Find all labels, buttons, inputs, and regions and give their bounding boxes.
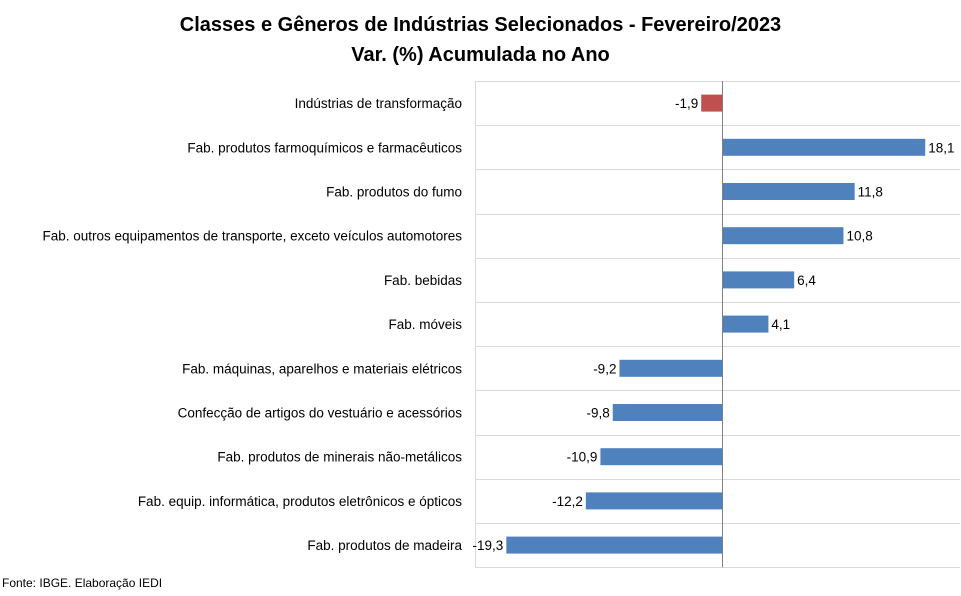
value-label: -9,2 bbox=[593, 361, 616, 376]
grid-lines bbox=[475, 81, 960, 568]
bar bbox=[722, 183, 855, 200]
value-label: -19,3 bbox=[473, 538, 504, 553]
category-label: Fab. produtos de madeira bbox=[307, 538, 462, 553]
chart-title: Classes e Gêneros de Indústrias Selecion… bbox=[179, 14, 782, 36]
bar bbox=[722, 315, 769, 333]
category-label: Fab. bebidas bbox=[384, 273, 462, 288]
value-label: 6,4 bbox=[797, 273, 816, 288]
value-label: 10,8 bbox=[846, 229, 872, 244]
bar bbox=[506, 536, 723, 554]
value-label: -12,2 bbox=[552, 494, 583, 509]
chart-subtitle: Var. (%) Acumulada no Ano bbox=[351, 44, 610, 66]
value-label: -1,9 bbox=[675, 96, 698, 111]
bar bbox=[722, 271, 795, 289]
category-label: Confecção de artigos do vestuário e aces… bbox=[178, 406, 463, 421]
category-label: Indústrias de transformação bbox=[295, 96, 462, 111]
category-label: Fab. produtos farmoquímicos e farmacêuti… bbox=[187, 140, 462, 155]
value-label: 11,8 bbox=[858, 185, 883, 200]
source-note: Fonte: IBGE. Elaboração IEDI bbox=[2, 576, 163, 590]
category-label: Fab. equip. informática, produtos eletrô… bbox=[138, 494, 462, 509]
category-label: Fab. produtos do fumo bbox=[326, 185, 462, 200]
bars bbox=[506, 94, 926, 554]
value-label: -9,8 bbox=[586, 406, 609, 421]
category-label: Fab. móveis bbox=[388, 317, 462, 332]
category-labels: Indústrias de transformação Fab. produtos… bbox=[43, 96, 463, 553]
bar bbox=[612, 404, 723, 421]
category-label: Fab. máquinas, aparelhos e materiais elé… bbox=[182, 361, 462, 376]
bar bbox=[722, 138, 926, 156]
bar-chart: Indústrias de transformação Fab. produtos… bbox=[43, 81, 960, 568]
bar bbox=[585, 492, 723, 510]
bar bbox=[600, 448, 723, 466]
value-label: 18,1 bbox=[928, 140, 954, 155]
category-label: Fab. outros equipamentos de transporte, … bbox=[43, 229, 463, 244]
bar bbox=[701, 94, 723, 112]
category-label: Fab. produtos de minerais não-metálicos bbox=[217, 450, 462, 465]
bar bbox=[722, 227, 844, 245]
bar bbox=[619, 359, 723, 377]
value-label: -10,9 bbox=[567, 450, 598, 465]
value-labels: -1,9 18,1 11,8 10,8 6,4 4,1 -9,2 -9,8 -10,9 -12,2… bbox=[473, 96, 955, 553]
value-label: 4,1 bbox=[771, 317, 790, 332]
